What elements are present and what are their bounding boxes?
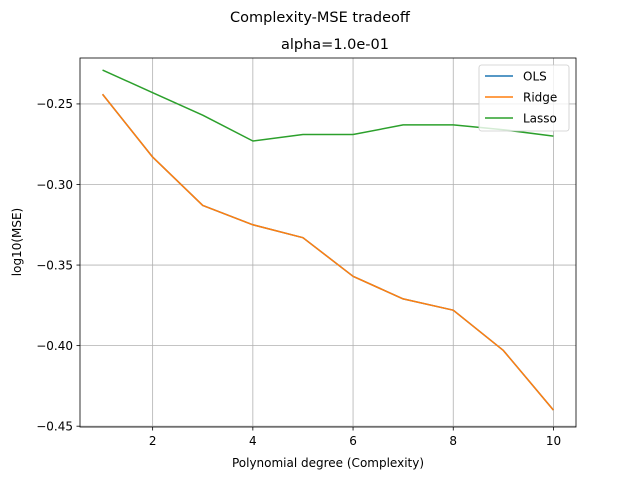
legend-box <box>478 64 570 132</box>
axes-frame <box>79 57 577 428</box>
y-tick-label: −0.30 <box>36 178 73 192</box>
x-tick-label: 6 <box>349 434 357 448</box>
chart-suptitle: Complexity-MSE tradeoff <box>230 10 411 26</box>
series-line-ridge <box>101 93 555 411</box>
y-tick-label: −0.45 <box>36 419 73 433</box>
x-tick-label: 4 <box>249 434 257 448</box>
x-axis-label: Polynomial degree (Complexity) <box>232 456 424 470</box>
x-tick-label: 10 <box>546 434 561 448</box>
legend: OLS Ridge Lasso <box>478 64 570 132</box>
legend-label: OLS <box>523 69 547 83</box>
legend-label: Lasso <box>523 111 557 125</box>
y-tick-label: −0.25 <box>36 97 73 111</box>
legend-label: Ridge <box>523 90 557 104</box>
y-tick-label: −0.35 <box>36 258 73 272</box>
x-tick-label: 8 <box>449 434 457 448</box>
y-axis-ticks: −0.45 −0.40 −0.35 −0.30 −0.25 <box>36 97 80 433</box>
series-line-lasso <box>102 69 554 142</box>
y-tick-label: −0.40 <box>36 339 73 353</box>
x-axis-ticks: 2 4 6 8 10 <box>149 427 561 448</box>
series-group <box>101 69 555 411</box>
y-axis-label: log10(MSE) <box>10 208 24 276</box>
series-line-ols <box>101 93 555 411</box>
x-tick-label: 2 <box>149 434 157 448</box>
chart-title: alpha=1.0e-01 <box>281 37 389 53</box>
